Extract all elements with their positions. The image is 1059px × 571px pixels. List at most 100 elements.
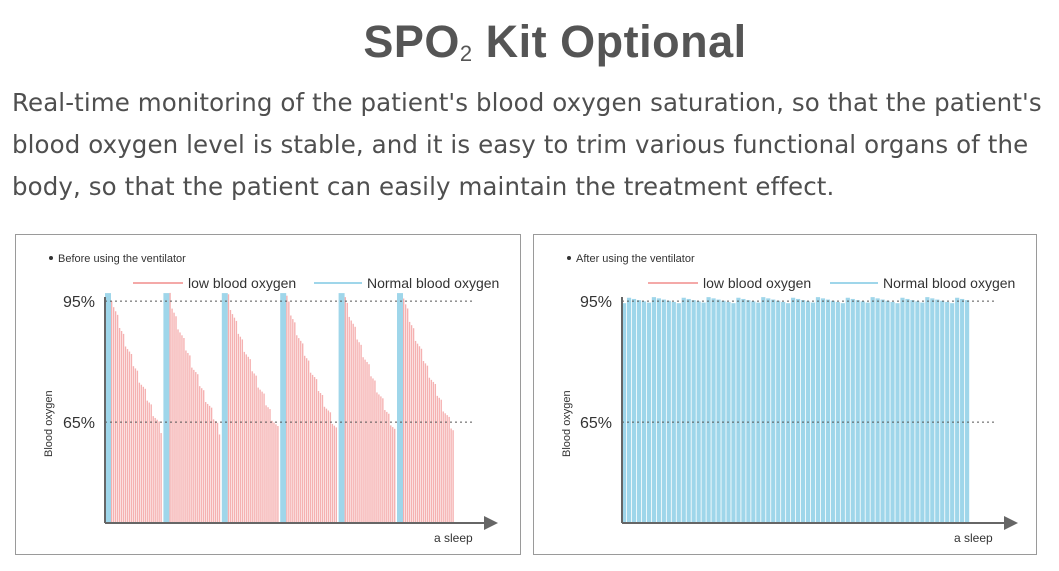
low-bar bbox=[116, 314, 119, 523]
low-bar bbox=[354, 326, 356, 523]
low-bar bbox=[452, 430, 454, 523]
normal-bar bbox=[805, 301, 811, 523]
normal-bar bbox=[950, 303, 955, 523]
low-bar bbox=[239, 336, 242, 523]
normal-bar bbox=[651, 297, 656, 523]
low-bar bbox=[203, 390, 205, 523]
low-bar bbox=[187, 352, 189, 523]
normal-bar bbox=[691, 300, 696, 523]
low-bar bbox=[195, 372, 197, 523]
normal-bar bbox=[900, 297, 905, 523]
low-bar bbox=[273, 422, 275, 523]
normal-bar bbox=[741, 298, 746, 523]
low-bar bbox=[327, 410, 330, 523]
low-bar bbox=[197, 374, 199, 523]
low-bar bbox=[191, 367, 193, 523]
low-bar bbox=[173, 312, 175, 523]
low-bar bbox=[189, 355, 191, 523]
low-bar bbox=[426, 365, 429, 523]
low-bar bbox=[440, 399, 442, 523]
low-bar bbox=[298, 338, 300, 523]
y-tick-label: 65% bbox=[63, 415, 95, 432]
low-bar bbox=[311, 374, 314, 523]
normal-bar bbox=[955, 297, 960, 523]
low-bar bbox=[333, 425, 336, 523]
low-bar bbox=[212, 419, 215, 523]
low-bar bbox=[366, 361, 368, 523]
normal-bar bbox=[810, 302, 816, 523]
low-bar bbox=[179, 332, 181, 523]
after-chart-panel: After using the ventilator low blood oxyg… bbox=[533, 234, 1037, 555]
low-bar bbox=[259, 389, 261, 523]
low-bar bbox=[404, 304, 407, 523]
y-tick-label: 95% bbox=[580, 294, 612, 311]
low-bar bbox=[394, 428, 396, 523]
low-bar bbox=[247, 356, 249, 523]
normal-bar bbox=[895, 303, 900, 523]
normal-bar bbox=[915, 301, 920, 523]
normal-bar bbox=[890, 301, 895, 523]
low-bar bbox=[378, 394, 380, 523]
low-bar bbox=[418, 346, 421, 523]
normal-bar bbox=[910, 300, 915, 523]
low-bar bbox=[382, 398, 384, 523]
legend-normal-label: Normal blood oxygen bbox=[367, 275, 499, 291]
low-bar bbox=[130, 353, 133, 523]
normal-bar bbox=[676, 303, 681, 523]
normal-bar bbox=[885, 300, 890, 523]
low-bar bbox=[227, 294, 230, 523]
normal-bar bbox=[905, 298, 910, 523]
low-bar bbox=[294, 322, 296, 523]
low-bar bbox=[408, 321, 411, 523]
low-bar bbox=[422, 361, 425, 523]
low-bar bbox=[296, 335, 298, 523]
low-bar bbox=[237, 333, 240, 523]
low-bar bbox=[140, 384, 143, 523]
low-bar bbox=[392, 427, 394, 523]
normal-bar bbox=[820, 298, 826, 523]
normal-bar bbox=[626, 297, 632, 523]
normal-bar bbox=[721, 300, 726, 523]
normal-bar bbox=[781, 301, 786, 523]
low-bar bbox=[348, 316, 350, 523]
low-bar bbox=[329, 412, 332, 523]
low-bar bbox=[313, 377, 316, 523]
low-bar bbox=[126, 349, 129, 523]
low-bar bbox=[288, 301, 290, 523]
low-bar bbox=[380, 396, 382, 523]
low-bar bbox=[335, 427, 337, 523]
low-bar bbox=[292, 319, 294, 523]
low-bar bbox=[175, 316, 177, 523]
normal-bar bbox=[766, 298, 771, 523]
low-bar bbox=[204, 402, 207, 523]
normal-bar bbox=[706, 297, 711, 523]
x-axis-arrow-icon bbox=[1004, 516, 1018, 530]
low-bar bbox=[128, 351, 131, 523]
description-text: Real-time monitoring of the patient's bl… bbox=[12, 88, 1042, 201]
normal-bar bbox=[716, 299, 721, 523]
chart-title: Before using the ventilator bbox=[58, 253, 186, 265]
low-bar bbox=[210, 407, 213, 523]
low-bar bbox=[307, 360, 310, 523]
normal-bar bbox=[666, 300, 671, 523]
normal-bar bbox=[701, 302, 706, 523]
normal-bar bbox=[845, 297, 850, 523]
normal-bar bbox=[796, 298, 801, 523]
normal-bar bbox=[945, 301, 950, 523]
low-bar bbox=[406, 308, 409, 523]
low-bar bbox=[265, 405, 267, 523]
normal-bar bbox=[726, 301, 731, 523]
normal-bar bbox=[221, 293, 228, 523]
normal-bar bbox=[761, 297, 766, 523]
low-bar bbox=[218, 434, 221, 523]
low-bar bbox=[132, 366, 135, 523]
low-bar bbox=[263, 393, 265, 523]
after-chart: After using the ventilator low blood oxyg… bbox=[561, 253, 1018, 545]
normal-bar bbox=[880, 299, 885, 523]
low-bar bbox=[154, 417, 156, 523]
low-bar bbox=[448, 416, 450, 523]
low-bar bbox=[414, 340, 417, 523]
normal-bar bbox=[925, 297, 930, 523]
low-bar bbox=[290, 315, 292, 523]
low-bar bbox=[303, 355, 306, 523]
